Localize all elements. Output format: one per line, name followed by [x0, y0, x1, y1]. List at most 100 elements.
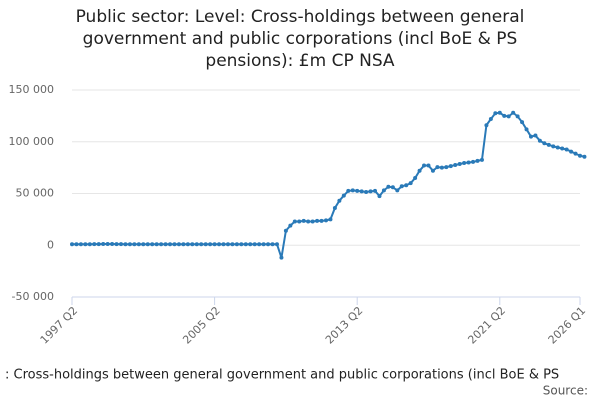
- point: [239, 242, 244, 247]
- point: [243, 242, 248, 247]
- point: [199, 242, 204, 247]
- point: [96, 242, 101, 247]
- point: [324, 218, 328, 223]
- point: [261, 242, 266, 247]
- point: [346, 188, 351, 193]
- point: [546, 142, 551, 147]
- point: [266, 242, 271, 247]
- point: [578, 153, 582, 158]
- point: [390, 185, 395, 190]
- point: [453, 163, 458, 168]
- point: [87, 242, 92, 247]
- point: [270, 242, 275, 247]
- x-tick-label: 2005 Q2: [180, 304, 223, 347]
- point: [475, 158, 480, 163]
- point: [479, 157, 484, 162]
- x-tick-label: 2026 Q1: [546, 304, 589, 347]
- point: [190, 242, 195, 247]
- point: [399, 184, 404, 189]
- point: [426, 163, 431, 168]
- point: [377, 194, 382, 199]
- point: [484, 123, 489, 128]
- point: [488, 116, 493, 121]
- point: [386, 184, 391, 189]
- point: [533, 133, 538, 138]
- point: [297, 219, 302, 224]
- point: [74, 242, 79, 247]
- point: [310, 219, 315, 224]
- point: [163, 242, 168, 247]
- point: [408, 181, 413, 186]
- point: [573, 151, 578, 156]
- point: [502, 113, 507, 118]
- point: [150, 242, 155, 247]
- point: [444, 165, 449, 170]
- x-tick-label: 2013 Q2: [323, 304, 366, 347]
- point: [542, 141, 547, 146]
- point: [159, 242, 164, 247]
- point: [145, 242, 150, 247]
- point: [457, 162, 462, 167]
- point: [569, 149, 574, 154]
- point: [78, 242, 83, 247]
- y-tick-label: 150 000: [9, 83, 55, 96]
- chart-title: Public sector: Level: Cross-holdings bet…: [75, 7, 525, 71]
- point: [537, 138, 542, 143]
- point: [132, 242, 137, 247]
- point: [127, 242, 132, 247]
- point: [368, 189, 373, 194]
- point: [417, 168, 422, 173]
- point: [551, 144, 556, 149]
- point: [404, 183, 409, 188]
- point: [560, 146, 565, 151]
- point: [306, 219, 311, 224]
- point: [70, 242, 74, 247]
- point: [439, 165, 444, 170]
- point: [208, 242, 213, 247]
- point: [471, 159, 476, 164]
- legend-label: : Cross-holdings between general governm…: [5, 368, 559, 383]
- point: [168, 242, 173, 247]
- point: [341, 193, 346, 198]
- point: [493, 111, 498, 116]
- point: [332, 205, 337, 210]
- point: [395, 188, 400, 193]
- point: [515, 114, 520, 119]
- point: [217, 242, 222, 247]
- point: [511, 110, 516, 115]
- point: [176, 242, 181, 247]
- point: [292, 219, 297, 224]
- point: [257, 242, 262, 247]
- point: [359, 189, 364, 194]
- point: [203, 242, 208, 247]
- point: [248, 242, 253, 247]
- line: [72, 111, 585, 258]
- point: [528, 134, 533, 139]
- point: [381, 188, 386, 193]
- point: [520, 120, 525, 125]
- source-label: Source:: [543, 384, 588, 398]
- point: [497, 110, 502, 115]
- point: [524, 127, 529, 132]
- x-tick-label: 2021 Q2: [465, 304, 508, 347]
- point: [350, 188, 355, 193]
- point: [123, 242, 128, 247]
- point: [101, 242, 106, 247]
- point: [337, 198, 342, 203]
- point: [422, 163, 427, 168]
- point: [582, 154, 587, 159]
- point: [172, 242, 177, 247]
- y-tick-label: -50 000: [12, 290, 54, 303]
- point: [279, 255, 284, 260]
- point: [105, 242, 110, 247]
- point: [364, 189, 369, 194]
- point: [212, 242, 217, 247]
- point: [225, 242, 230, 247]
- point: [555, 145, 560, 150]
- point: [413, 175, 418, 180]
- point: [430, 168, 435, 173]
- point: [119, 242, 124, 247]
- point: [92, 242, 97, 247]
